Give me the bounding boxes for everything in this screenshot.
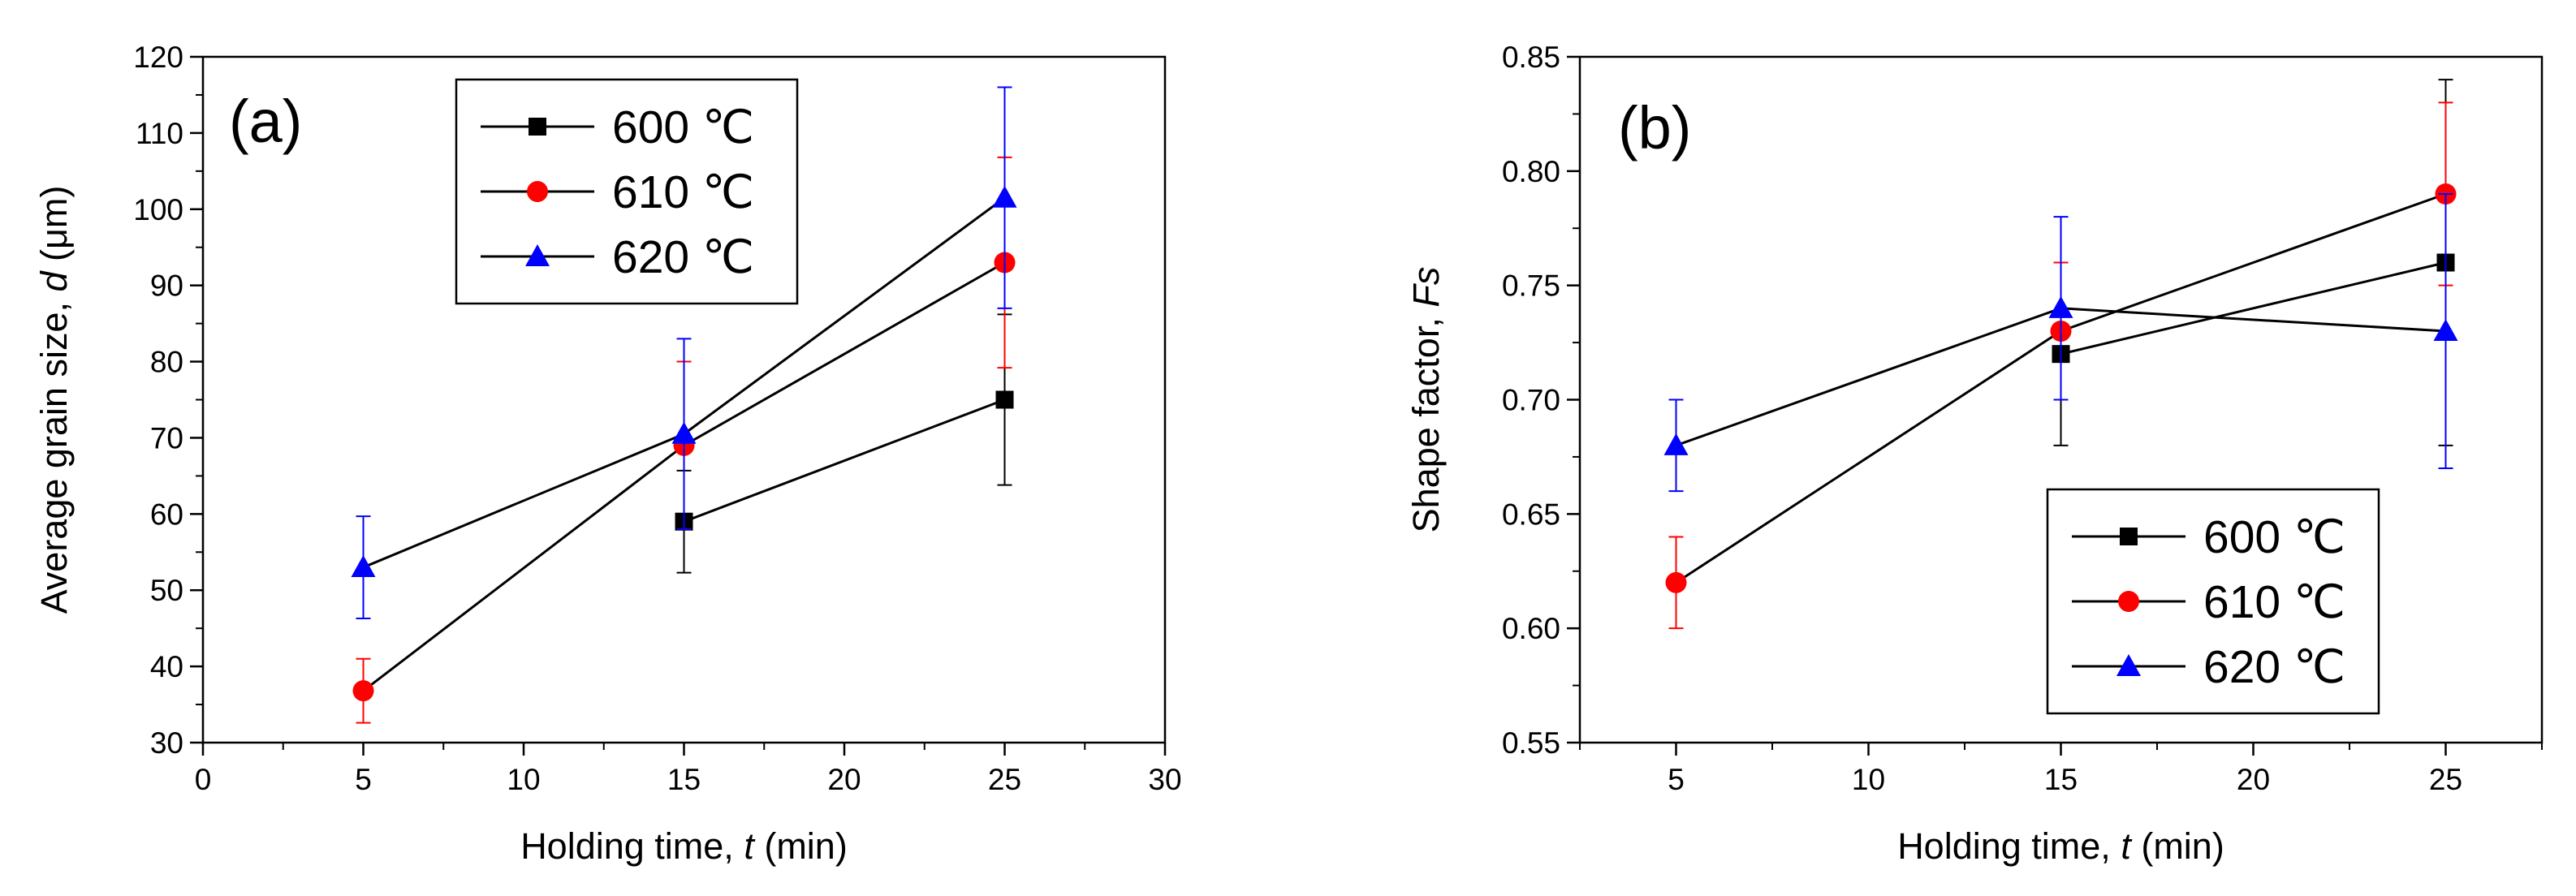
data-point: [992, 185, 1017, 208]
y-tick-label: 120: [133, 41, 183, 74]
x-axis-title-italic: t: [2121, 825, 2133, 867]
data-point: [2433, 319, 2458, 341]
data-point: [995, 390, 1014, 409]
data-point: [352, 680, 374, 702]
x-axis-title-prefix: Holding time,: [520, 825, 744, 867]
legend: 600 ℃ 610 ℃ 620 ℃: [2046, 488, 2380, 715]
x-tick-label: 5: [355, 763, 372, 796]
legend-marker: [525, 244, 550, 266]
panel-label: (b): [1618, 94, 1691, 162]
x-axis-title: Holding time, t (min): [1897, 825, 2224, 867]
y-tick-label: 0.65: [1502, 498, 1560, 531]
data-point: [2048, 295, 2073, 318]
legend-marker: [2120, 528, 2138, 545]
x-axis-title-suffix: (min): [2131, 825, 2224, 867]
x-tick-label: 20: [827, 763, 861, 796]
x-tick-label: 15: [667, 763, 701, 796]
y-tick-label: 0.80: [1502, 155, 1560, 188]
legend-marker: [2118, 591, 2139, 612]
y-tick-label: 90: [150, 269, 183, 303]
series-line: [683, 398, 1006, 523]
series-line: [2060, 261, 2446, 355]
y-tick-label: 0.55: [1502, 726, 1560, 760]
y-axis-title-italic: Fs: [1405, 267, 1447, 308]
x-tick-label: 25: [988, 763, 1021, 796]
x-tick-label: 10: [1852, 763, 1885, 796]
legend-label: 610 ℃: [612, 166, 754, 218]
y-tick-label: 70: [150, 421, 183, 454]
x-tick-label: 30: [1148, 763, 1181, 796]
legend-label: 600 ℃: [612, 101, 754, 153]
x-tick-label: 10: [507, 763, 540, 796]
x-tick-label: 0: [195, 763, 212, 796]
y-tick-label: 110: [136, 117, 183, 150]
y-axis-title: Average grain size, d (μm): [33, 186, 75, 614]
y-axis-title: Shape factor, Fs: [1405, 267, 1447, 533]
data-point: [1665, 571, 1687, 593]
chart-panel-a: 0 5 10 15 20 25 30 30 40 50 60 70 80 90 100 110 120 Holdi…: [33, 41, 1182, 867]
legend: 600 ℃ 610 ℃ 620 ℃: [455, 78, 799, 305]
y-tick-label: 0.60: [1502, 612, 1560, 645]
y-axis-title-italic: d: [33, 270, 75, 292]
series-620: [351, 86, 1017, 619]
legend-marker: [529, 118, 546, 136]
y-axis-title-suffix: (μm): [33, 186, 75, 272]
x-tick-label: 5: [1668, 763, 1685, 796]
y-tick-label: 60: [150, 498, 183, 531]
legend-marker: [527, 181, 548, 202]
y-tick-label: 80: [150, 346, 183, 379]
legend-label: 620 ℃: [2203, 641, 2345, 693]
series-620: [1663, 193, 2458, 493]
data-point: [671, 421, 697, 444]
x-tick-label: 25: [2429, 763, 2462, 796]
y-tick-label: 30: [150, 726, 183, 760]
data-point: [1663, 433, 1689, 455]
y-axis-title-prefix: Average grain size,: [33, 292, 75, 614]
legend-label: 610 ℃: [2203, 576, 2345, 628]
x-tick-label: 20: [2237, 763, 2270, 796]
y-tick-label: 0.70: [1502, 384, 1560, 417]
legend-label: 600 ℃: [2203, 511, 2345, 563]
y-tick-label: 0.85: [1502, 41, 1560, 74]
data-point: [351, 555, 376, 578]
y-tick-label: 40: [150, 650, 183, 683]
x-tick-label: 15: [2044, 763, 2078, 796]
panel-label: (a): [229, 88, 302, 155]
y-tick-label: 50: [150, 574, 183, 607]
x-axis-title-prefix: Holding time,: [1897, 825, 2121, 867]
y-axis-title-prefix: Shape factor,: [1405, 308, 1447, 533]
x-axis-title-italic: t: [744, 825, 756, 867]
legend-label: 620 ℃: [612, 231, 754, 283]
legend-marker: [2116, 654, 2141, 676]
x-axis-title: Holding time, t (min): [520, 825, 848, 867]
y-tick-label: 100: [133, 193, 183, 226]
chart-panel-b: 5 10 15 20 25 0.55 0.60 0.65 0.70 0.75 0.80 0.85 Hol…: [1405, 41, 2544, 867]
y-tick-label: 0.75: [1502, 269, 1560, 303]
x-axis-title-suffix: (min): [754, 825, 848, 867]
